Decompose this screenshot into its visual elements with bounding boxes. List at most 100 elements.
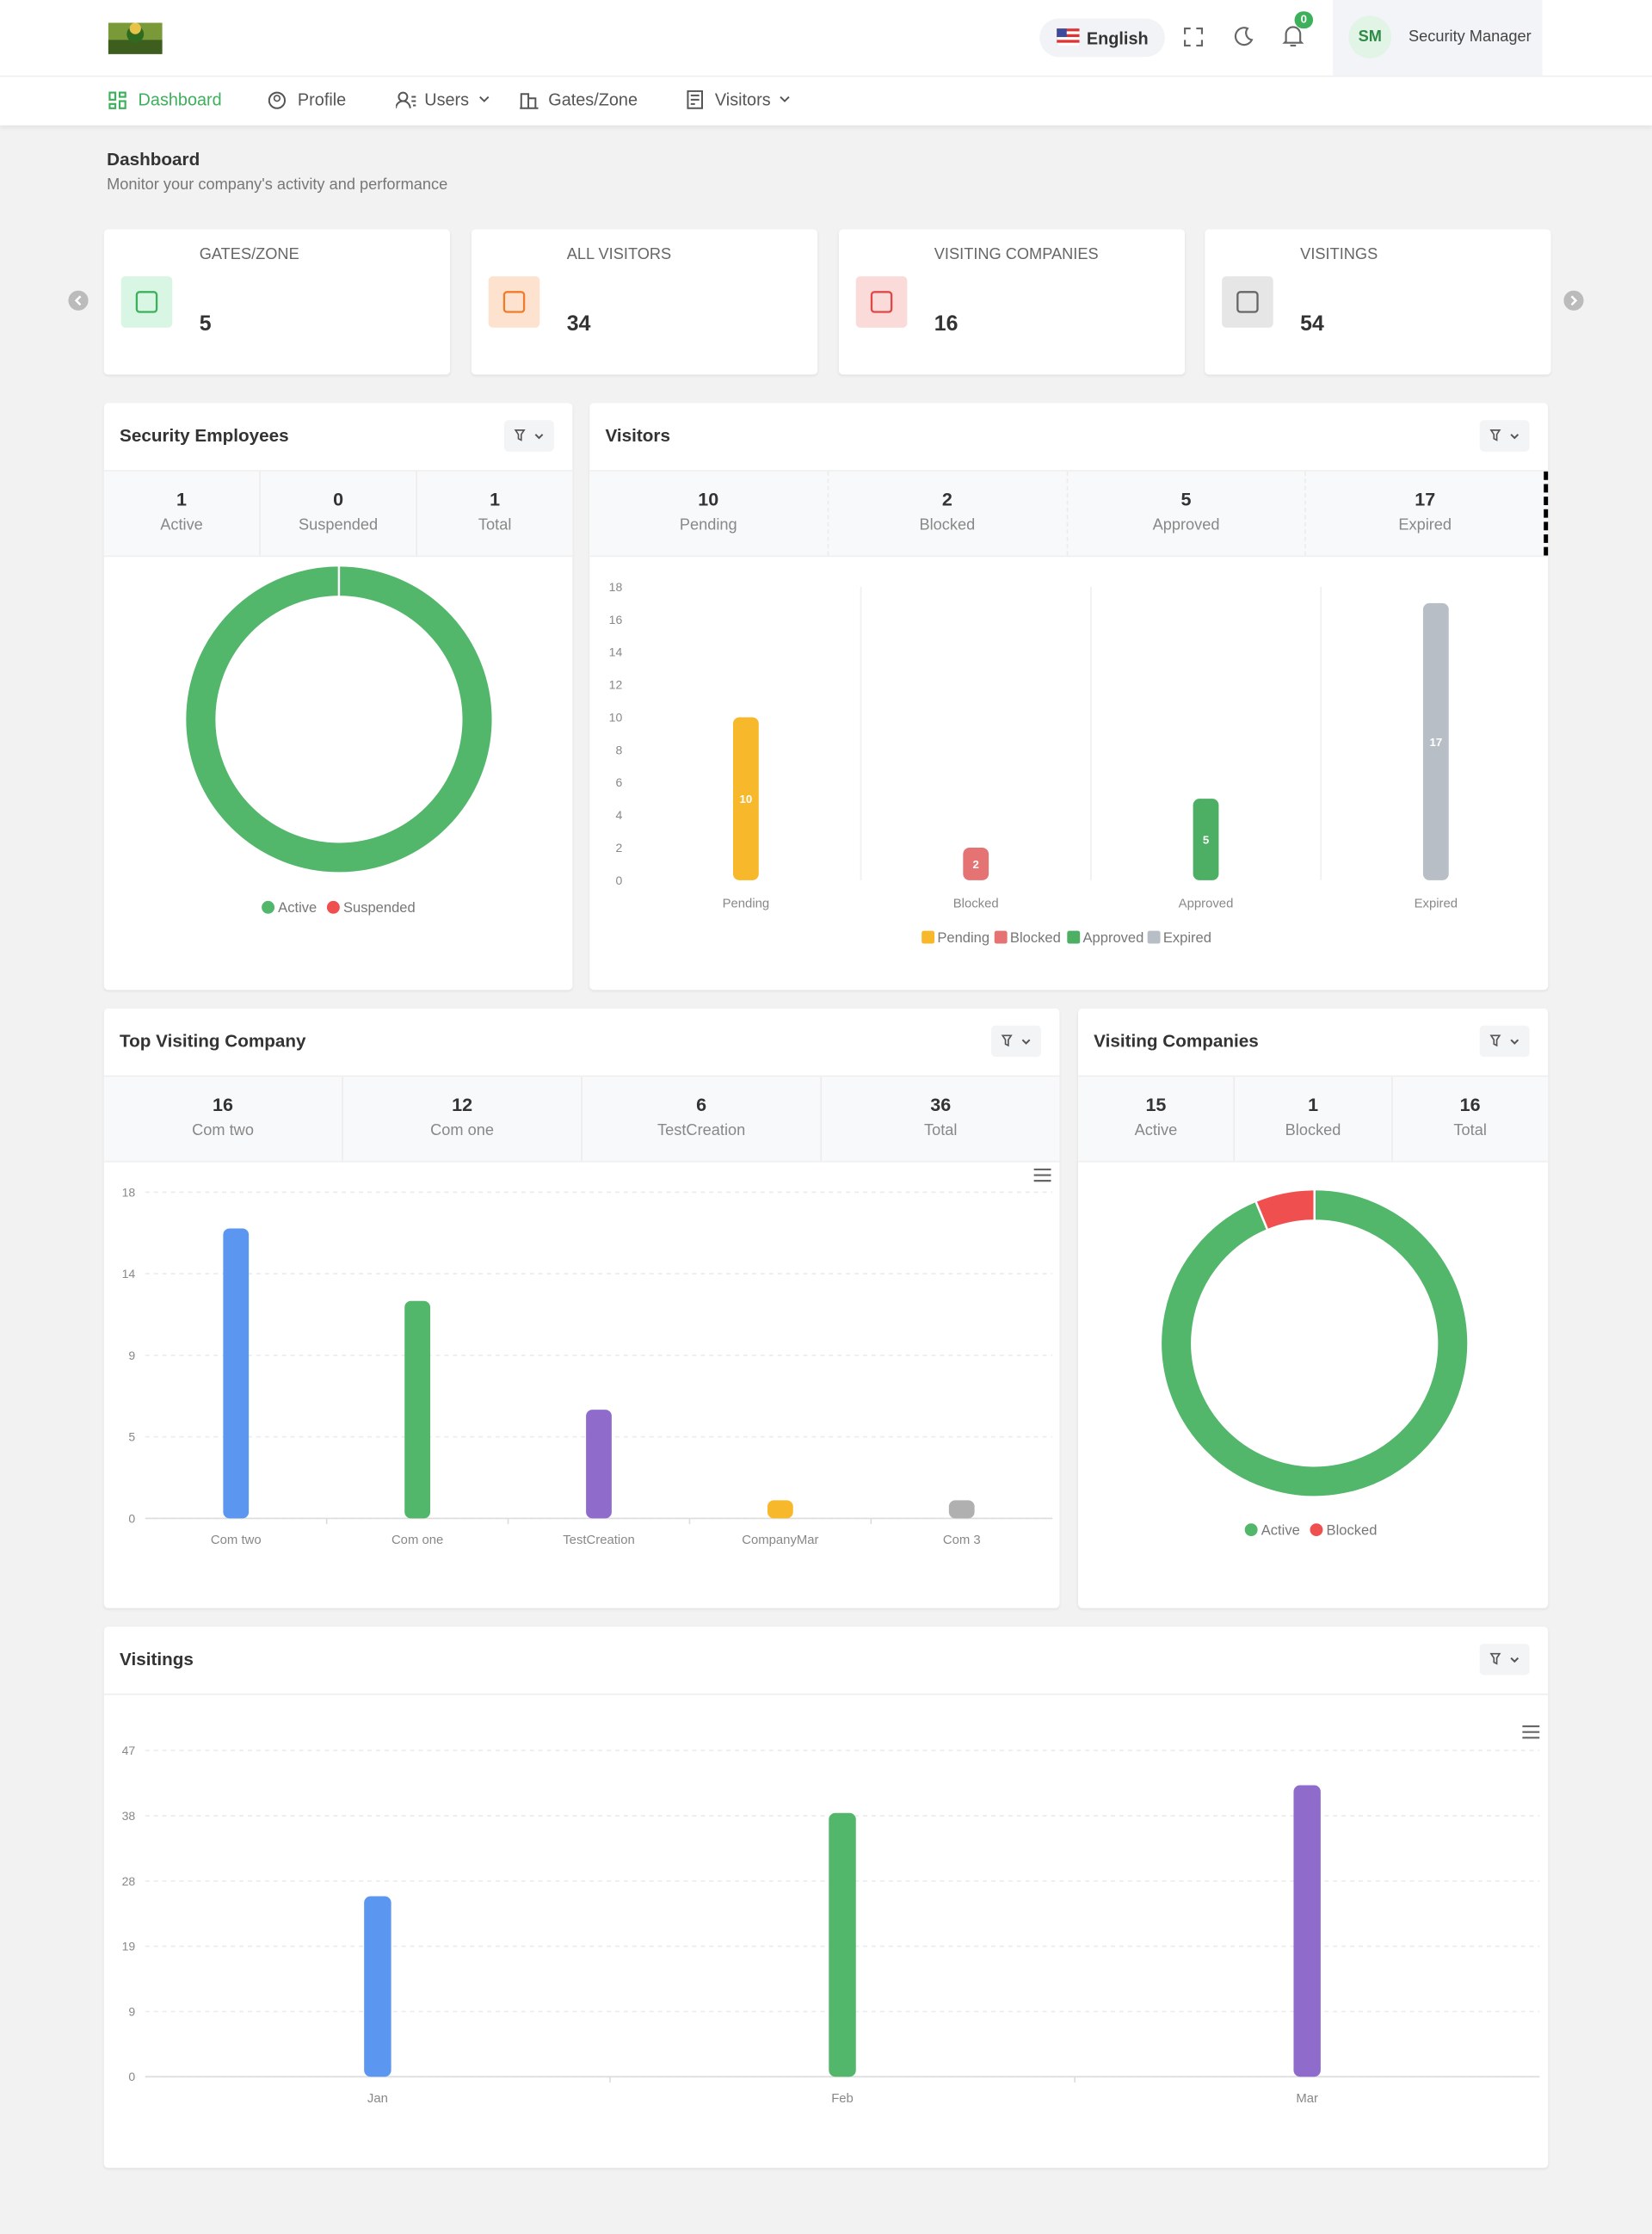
stat-label: Pending [679,516,737,534]
stat-card: GATES/ZONE 5 [103,229,451,375]
filter-button[interactable] [1479,1025,1530,1058]
avatar: SM [1348,15,1392,59]
stat: 2 Blocked [829,471,1068,556]
stat: 36 Total [822,1077,1059,1161]
stat: 16 Total [1392,1077,1548,1161]
stats-row: 1 Active 0 Suspended 1 Total [103,471,573,558]
stat-label: Total [923,1122,958,1140]
stat-value: 17 [1415,488,1436,510]
stat-label: Active [1134,1122,1178,1140]
stat-card: ALL VISITORS 34 [471,229,818,375]
chevron [479,96,490,102]
user-menu[interactable]: SM Security Manager [1333,0,1543,76]
stat-value: 6 [696,1094,707,1115]
stat-value: 16 [1459,1094,1481,1115]
profile-icon [268,91,287,109]
notification-badge: 0 [1294,11,1314,29]
nav-item[interactable]: Gates/Zone [548,89,638,110]
stat: 1 Blocked [1236,1077,1393,1161]
stat: 5 Approved [1068,471,1307,556]
stat-value: 0 [333,488,344,510]
language-switch[interactable]: English [1039,18,1165,58]
panel-header: Security Employees [103,403,573,472]
filter-button[interactable] [503,420,554,452]
panel: Visitors 10 Pending 2 Blocked 5 Approved 17 Expi… [589,403,1549,990]
stat-value: 16 [213,1094,234,1115]
nav-item[interactable]: Users [424,89,470,110]
stat-value: 10 [698,488,719,510]
panel-header: Visitors [589,403,1549,472]
language-label: English [1086,28,1149,49]
panel-title: Visitors [605,425,670,447]
stats-row: 16 Com two 12 Com one 6 TestCreation 36 Total [103,1077,1060,1163]
icon-glyph [135,291,158,313]
stat: 6 TestCreation [583,1077,823,1161]
panel-title: Top Visiting Company [120,1031,306,1052]
dashboard-icon [108,91,126,109]
nav-item[interactable]: Profile [297,89,347,110]
stat-label: Com two [192,1122,254,1140]
stat: 0 Suspended [261,471,417,556]
panel-title: Visiting Companies [1094,1031,1259,1052]
card-value: 16 [934,312,959,336]
stat-value: 1 [176,488,188,510]
card-icon [120,276,173,328]
card-label: VISITINGS [1300,246,1378,264]
users-icon [396,91,416,108]
card-label: ALL VISITORS [566,246,672,264]
stat-value: 1 [490,488,501,510]
stat-value: 2 [941,488,952,510]
gates-icon [520,93,539,109]
carousel-next[interactable] [1563,290,1584,311]
stat-label: Suspended [299,516,379,534]
icon-glyph [870,291,893,313]
bell-icon[interactable] [1282,24,1304,48]
filter-icon [1489,1652,1519,1665]
filter-icon [514,429,544,441]
panel-header: Top Visiting Company [103,1009,1060,1077]
stat-label: Total [1453,1122,1487,1140]
stat-value: 1 [1308,1094,1319,1115]
stat-label: Blocked [919,516,976,534]
logo[interactable] [108,22,163,54]
nav-bar: Dashboard Profile Users Gates/Zone Visit… [0,77,1652,126]
panel: Top Visiting Company 16 Com two 12 Com one 6 T… [103,1008,1060,1608]
visitors-icon [687,89,703,109]
stat-value: 12 [452,1094,473,1115]
panel-header: Visitings [103,1626,1549,1695]
filter-button[interactable] [1479,420,1530,452]
card-icon [855,276,908,328]
page-title: Dashboard [107,149,200,170]
stats-row: 15 Active 1 Blocked 16 Total [1077,1077,1549,1163]
stat: 1 Active [104,471,261,556]
theme-icon[interactable] [1233,26,1254,47]
carousel-prev[interactable] [68,290,89,311]
fullscreen-icon[interactable] [1183,27,1204,47]
filter-icon [1489,429,1519,441]
stat-label: Blocked [1285,1122,1341,1140]
filter-icon [1489,1034,1519,1047]
panel-title: Security Employees [120,425,289,447]
card-icon [1222,276,1273,328]
stat-value: 5 [1180,488,1192,510]
card-label: GATES/ZONE [199,246,299,264]
stat: 17 Expired [1306,471,1549,556]
stats-row: 10 Pending 2 Blocked 5 Approved 17 Expired [589,471,1549,558]
nav-item[interactable]: Dashboard [138,89,222,110]
page-subtitle: Monitor your company's activity and perf… [107,176,448,194]
filter-button[interactable] [990,1025,1041,1058]
chevron [780,96,790,102]
nav-item[interactable]: Visitors [714,89,771,110]
stat-label: Active [160,516,203,534]
panel: Visiting Companies 15 Active 1 Blocked 16 Tota… [1077,1008,1549,1608]
stat: 10 Pending [589,471,829,556]
stat-label: Expired [1398,516,1452,534]
card-label: VISITING COMPANIES [934,246,1099,264]
flag-icon [1057,28,1080,46]
filter-icon [1001,1034,1031,1047]
panel: Visitings [103,1626,1549,2169]
filter-button[interactable] [1479,1644,1530,1676]
stat-label: Approved [1152,516,1220,534]
stat-value: 15 [1145,1094,1167,1115]
